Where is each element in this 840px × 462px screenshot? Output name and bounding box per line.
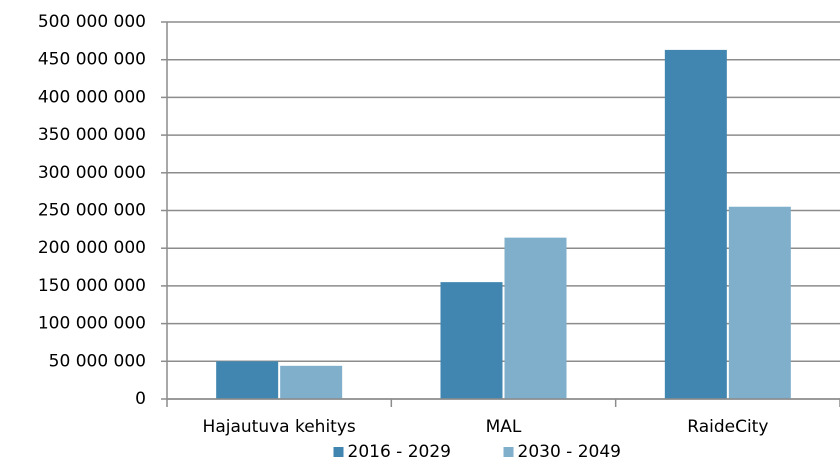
y-tick-label: 0 bbox=[135, 389, 146, 409]
y-tick-label: 250 000 000 bbox=[38, 201, 146, 221]
bar bbox=[280, 365, 343, 399]
legend-swatch bbox=[333, 447, 344, 457]
legend-label: 2016 - 2029 bbox=[348, 442, 451, 462]
y-tick-label: 500 000 000 bbox=[38, 12, 146, 32]
y-tick-label: 200 000 000 bbox=[38, 238, 146, 258]
bar bbox=[504, 237, 567, 399]
bar bbox=[216, 361, 279, 399]
x-tick-label: RaideCity bbox=[687, 417, 768, 437]
y-tick-label: 400 000 000 bbox=[38, 87, 146, 107]
legend-label: 2030 - 2049 bbox=[518, 442, 621, 462]
bar bbox=[664, 49, 727, 399]
y-tick-label: 350 000 000 bbox=[38, 125, 146, 145]
x-tick-label: MAL bbox=[486, 417, 522, 437]
legend-swatch bbox=[503, 447, 514, 457]
y-tick-label: 100 000 000 bbox=[38, 314, 146, 334]
bar bbox=[728, 206, 791, 399]
y-tick-label: 150 000 000 bbox=[38, 276, 146, 296]
y-tick-label: 450 000 000 bbox=[38, 50, 146, 70]
x-tick-label: Hajautuva kehitys bbox=[203, 417, 356, 437]
y-tick-label: 50 000 000 bbox=[49, 351, 146, 371]
bar bbox=[440, 282, 503, 399]
y-tick-label: 300 000 000 bbox=[38, 163, 146, 183]
